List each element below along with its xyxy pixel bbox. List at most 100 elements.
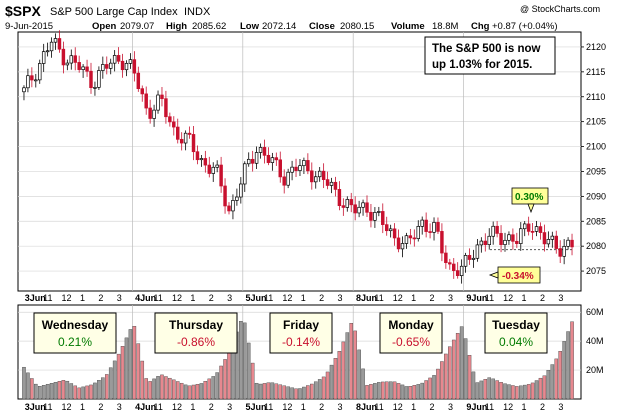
- candle: [41, 43, 46, 72]
- candle: [321, 163, 326, 189]
- candle: [424, 212, 428, 238]
- volume-bar: [168, 377, 172, 400]
- volume-bar: [396, 383, 401, 400]
- volume-bars: [22, 321, 574, 400]
- candle: [420, 216, 424, 235]
- candle-body: [321, 170, 326, 180]
- candle-body: [317, 170, 322, 178]
- volume-bar: [373, 383, 377, 400]
- candle: [373, 207, 377, 228]
- volume-bar: [522, 384, 527, 400]
- candle: [45, 42, 50, 57]
- x-tick-label: 12: [282, 293, 292, 303]
- x-tick-label: 8Jun: [356, 293, 377, 303]
- candle-body: [566, 239, 570, 247]
- price-tick-label: 2120: [586, 42, 606, 52]
- candle: [349, 192, 353, 213]
- x-tick-label: 3: [448, 293, 453, 303]
- day-box-frame: [154, 312, 238, 354]
- candle-body: [176, 126, 180, 140]
- candle: [448, 258, 452, 270]
- candle: [487, 228, 491, 250]
- volume-bar: [388, 381, 393, 400]
- readout-chg-value: +0.87 (+0.04%): [492, 21, 558, 32]
- candle: [440, 223, 444, 262]
- candle: [530, 222, 535, 240]
- candle-body: [361, 202, 365, 208]
- candle: [239, 177, 243, 204]
- volume-bar: [156, 376, 160, 400]
- day-box-thursday: Thursday -0.86%: [154, 312, 238, 354]
- candle-body: [345, 199, 350, 208]
- x-tick-label: 9Jun: [466, 293, 487, 303]
- volume-bar: [132, 326, 137, 400]
- candle: [341, 198, 346, 216]
- candle-body: [554, 235, 558, 249]
- chart-watermark: @ StockCharts.com: [520, 4, 600, 14]
- candle: [215, 160, 219, 173]
- candle-body: [432, 222, 436, 233]
- candle: [467, 248, 472, 265]
- volume-bar: [69, 383, 74, 400]
- candle: [69, 49, 74, 70]
- candle-body: [49, 41, 54, 52]
- candle-body: [132, 59, 137, 74]
- volume-bar: [22, 366, 26, 400]
- candle: [499, 225, 503, 253]
- candle: [243, 161, 247, 192]
- volume-bar: [187, 385, 192, 400]
- candle: [479, 237, 484, 253]
- volume-bar: [203, 381, 208, 400]
- volume-bar: [455, 333, 460, 400]
- candle-body: [45, 50, 50, 53]
- high-callout-text: 0.30%: [515, 192, 543, 203]
- volume-bar: [562, 341, 566, 400]
- candle: [282, 169, 286, 194]
- candle: [124, 60, 129, 77]
- candle-body: [483, 240, 488, 246]
- candle: [34, 73, 38, 88]
- volume-bar: [148, 381, 152, 400]
- candle-body: [191, 134, 196, 153]
- candle-body: [400, 243, 405, 250]
- readout-open-label: Open: [92, 21, 116, 32]
- candle: [132, 51, 137, 82]
- candle: [160, 86, 164, 107]
- candle-body: [499, 233, 503, 245]
- volume-bar: [152, 378, 156, 400]
- candle-body: [515, 240, 519, 244]
- candle: [357, 200, 361, 218]
- x-tick-label: 3: [558, 402, 563, 412]
- volume-bar: [254, 382, 259, 400]
- volume-bar: [274, 383, 279, 400]
- volume-bar: [503, 383, 507, 400]
- volume-bar: [266, 382, 271, 400]
- candle: [207, 156, 212, 178]
- price-tick-label: 2115: [586, 67, 605, 77]
- candle: [22, 85, 26, 101]
- candle: [101, 56, 105, 79]
- candle: [250, 150, 255, 172]
- candle: [187, 126, 192, 139]
- x-tick-label: 2: [540, 402, 545, 412]
- candle: [235, 188, 239, 206]
- candle: [558, 240, 562, 264]
- candle: [400, 236, 405, 258]
- candle-body: [333, 181, 338, 190]
- x-tick-label: 3: [227, 293, 232, 303]
- volume-bar: [491, 378, 495, 400]
- candle: [459, 259, 464, 284]
- chart-index-name: S&P 500 Large Cap Index: [50, 6, 178, 18]
- x-tick-label: 12: [503, 402, 513, 412]
- volume-bar: [412, 385, 417, 400]
- volume-bar: [227, 352, 231, 400]
- candle-body: [112, 55, 117, 64]
- candle: [38, 59, 42, 84]
- candle-body: [282, 176, 286, 186]
- price-tick-label: 2075: [586, 266, 606, 276]
- candle: [519, 222, 523, 251]
- readout-volume-label: Volume: [391, 21, 425, 32]
- day-box-change: -0.14%: [282, 335, 320, 349]
- candle: [333, 176, 338, 197]
- volume-bar: [128, 329, 133, 400]
